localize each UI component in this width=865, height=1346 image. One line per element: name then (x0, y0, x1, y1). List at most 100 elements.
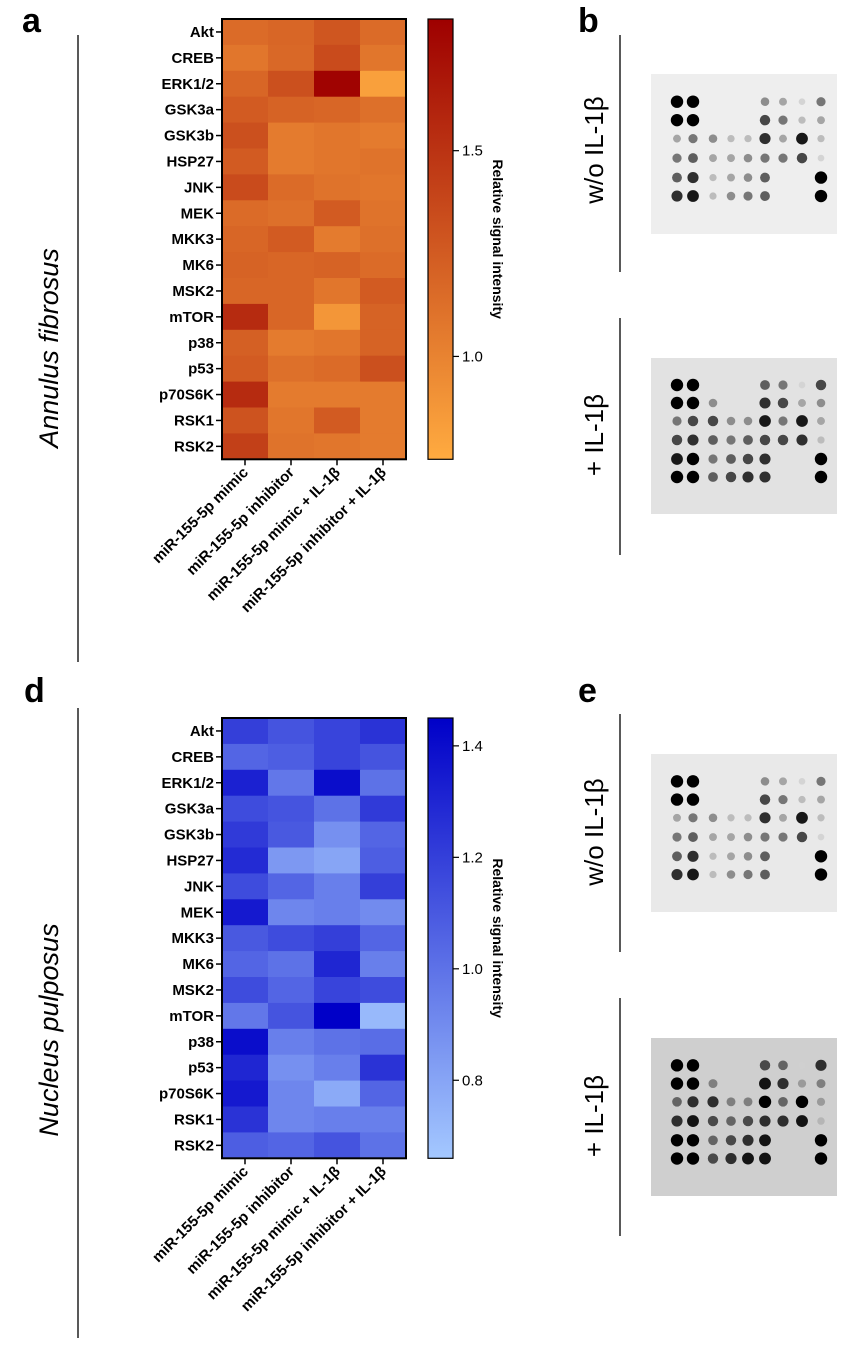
blot-dot (687, 434, 699, 446)
heatmap-cell (222, 1080, 269, 1108)
heatmap-cell (268, 433, 315, 460)
colorbar-label: Relative signal intensity (490, 858, 506, 1018)
blot-dot (779, 97, 787, 106)
heatmap-cell (268, 19, 315, 46)
blot-dot (686, 113, 700, 127)
row-label: MSK2 (172, 982, 214, 999)
heatmap-cell (268, 1080, 315, 1108)
heatmap-cell (268, 226, 315, 253)
colorbar-tick-label: 1.0 (462, 961, 483, 978)
blot-dot (814, 452, 828, 466)
row-label: HSP27 (166, 852, 214, 869)
blot-dot (742, 471, 754, 483)
blot-dot (796, 831, 808, 843)
blot-dot (670, 1059, 684, 1072)
blot-dot (726, 1097, 736, 1107)
blot-dot (672, 1096, 682, 1107)
blot-dot (707, 1115, 719, 1127)
heatmap-cell (360, 743, 407, 771)
blot-dot (777, 434, 789, 446)
row-label: RSK2 (174, 1137, 214, 1154)
blot-dot (670, 95, 684, 108)
heatmap-cell (314, 899, 361, 926)
row-label: p38 (188, 1034, 214, 1051)
heatmap-cell (268, 769, 315, 797)
row-label: GSK3b (164, 128, 214, 145)
heatmap-cell (360, 19, 407, 46)
heatmap-cell (268, 329, 315, 357)
heatmap-cell (314, 70, 361, 98)
blot-dot (725, 1152, 737, 1165)
blot-dot (796, 132, 808, 145)
heatmap-cell (314, 1080, 361, 1108)
blot-dot (743, 852, 753, 861)
blot-dot (798, 1061, 806, 1069)
heatmap-cell (360, 795, 407, 823)
heatmap-cell (360, 1132, 407, 1159)
blot-dot (743, 173, 753, 182)
blot-dot (743, 191, 753, 201)
heatmap-cell (222, 252, 269, 279)
heatmap-cell (268, 407, 315, 434)
heatmap-cell (360, 122, 407, 150)
blot-dot (707, 1096, 719, 1108)
blot-dot (814, 1134, 828, 1147)
blot-dot (759, 1115, 771, 1127)
blot-dot (742, 453, 754, 465)
blot-dot (798, 98, 806, 106)
heatmap-cell (268, 873, 315, 900)
blot-dot (708, 398, 718, 408)
heatmap-cell (268, 743, 315, 771)
heatmap-cell (268, 303, 315, 331)
blot-dot (778, 1060, 788, 1071)
heatmap-cell (314, 1132, 361, 1159)
blot-annulus-without-il1b (651, 74, 837, 234)
heatmap-cell (314, 718, 361, 745)
blot-dot (817, 116, 825, 125)
heatmap-cell (314, 226, 361, 253)
heatmap-cell (314, 148, 361, 175)
heatmap-cell (268, 718, 315, 745)
heatmap-cell (360, 200, 407, 227)
blot-dot (687, 850, 699, 862)
heatmap-cell (268, 951, 315, 978)
blot-dot (816, 1097, 826, 1106)
heatmap-cell (360, 407, 407, 434)
blot-dot (727, 173, 735, 182)
heatmap-cell (222, 174, 269, 201)
blot-dot (814, 171, 828, 184)
blot-dot (760, 380, 770, 390)
heatmap-cell (222, 1054, 269, 1082)
heatmap-cell (360, 278, 407, 305)
blot-dot (687, 415, 699, 427)
row-label: MSK2 (172, 283, 214, 300)
blot-dot (815, 379, 827, 391)
blot-dot (686, 1134, 700, 1147)
blot-dot (670, 470, 684, 484)
heatmap-nucleus: Akt CREB ERK1/2 GSK3a GSK3b HSP27 JNK MEK MKK3 MK… (149, 717, 506, 1315)
heatmap-cell (222, 795, 269, 823)
heatmap-cell (360, 433, 407, 460)
blot-dot (709, 192, 717, 200)
heatmap-cell (360, 303, 407, 331)
blot-dot (709, 154, 717, 163)
blot-dot (671, 1115, 683, 1127)
heatmap-cell (314, 769, 361, 797)
blot-dot (743, 435, 753, 445)
blot-dot (726, 435, 736, 445)
heatmap-cell (222, 44, 269, 72)
blot-dot (778, 416, 788, 426)
heatmap-cell (314, 381, 361, 409)
row-label: MK6 (182, 257, 214, 274)
blot-dot (743, 1097, 753, 1107)
row-label: ERK1/2 (161, 775, 214, 792)
heatmap-cell (222, 303, 269, 331)
blot-dot (817, 814, 825, 822)
blot-dot (778, 832, 788, 842)
blot-dot (817, 1117, 825, 1125)
blot-dot (671, 434, 683, 446)
blot-dot (760, 172, 770, 183)
heatmap-cell (360, 381, 407, 409)
blot-dot (707, 415, 719, 427)
blot-dot (759, 471, 771, 483)
